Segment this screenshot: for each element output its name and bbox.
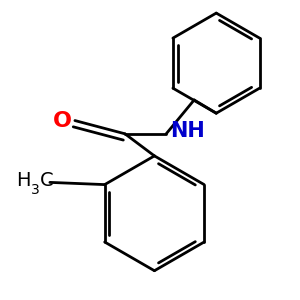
Text: H: H [16, 171, 31, 190]
Text: O: O [53, 111, 72, 130]
Text: NH: NH [171, 121, 206, 141]
Text: 3: 3 [31, 183, 40, 197]
Text: C: C [40, 171, 53, 190]
